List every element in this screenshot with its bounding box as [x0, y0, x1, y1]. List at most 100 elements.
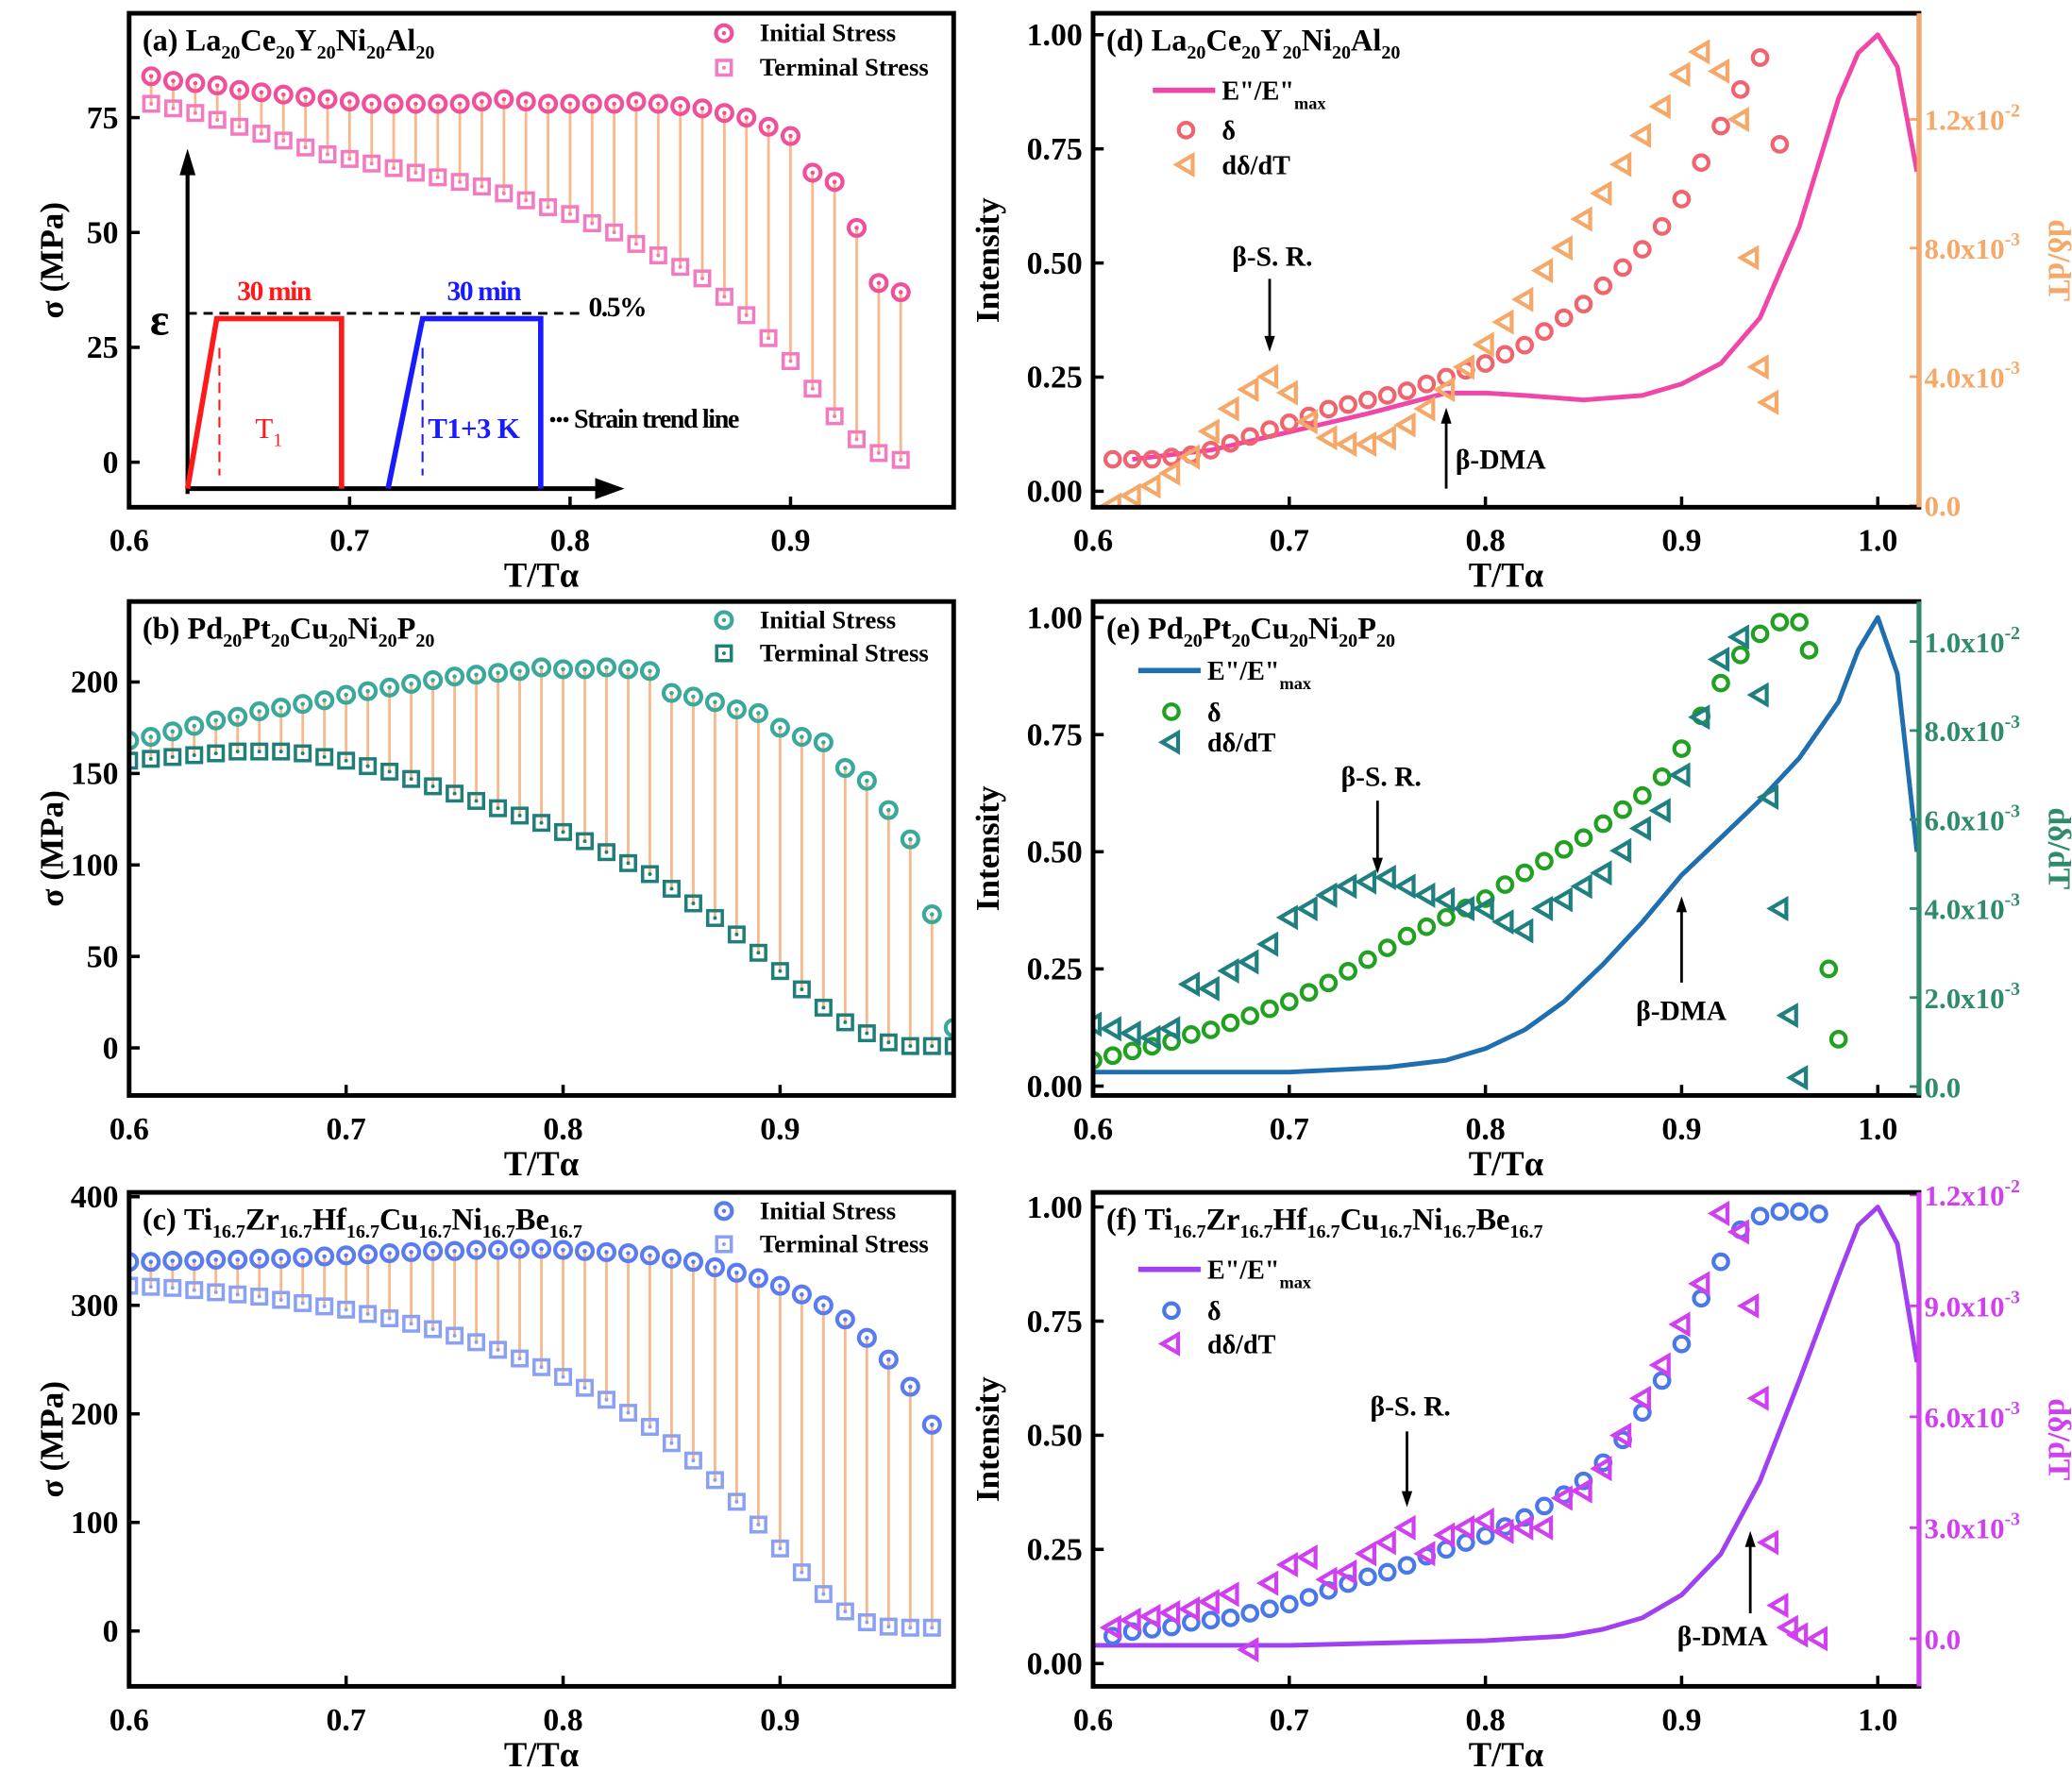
series-line	[1132, 32, 1919, 462]
point-dot-circle	[670, 95, 691, 116]
point-triangle	[1197, 418, 1220, 445]
legend-label: Terminal Stress	[760, 53, 929, 81]
right-tick-label: 3.0x10-3	[1925, 1509, 2021, 1545]
point-circle	[1122, 449, 1142, 469]
point-triangle	[1275, 379, 1298, 406]
point-dot-circle	[494, 89, 514, 110]
point-dot-square-center	[546, 205, 550, 210]
y-tick-label: 0.00	[1027, 1070, 1083, 1104]
point-triangle	[1177, 1596, 1201, 1623]
point-triangle	[1177, 444, 1201, 470]
point-dot-square	[274, 131, 293, 150]
right-tick-label: 8.0x10-3	[1925, 712, 2021, 748]
arrow-head	[179, 148, 196, 176]
point-dot-circle	[383, 93, 404, 114]
point-dot-square	[294, 1293, 312, 1312]
point-dot-circle-center	[800, 1291, 804, 1297]
point-dot-circle	[856, 770, 877, 791]
point-dot-square	[337, 751, 356, 770]
annotation-label: β-DMA	[1677, 1622, 1769, 1652]
point-dot-square-center	[539, 1365, 544, 1370]
point-circle	[1279, 992, 1299, 1012]
point-dot-square-center	[458, 179, 463, 184]
point-dot-circle	[661, 683, 682, 703]
point-circle	[1633, 785, 1652, 805]
point-dot-square	[495, 184, 514, 203]
y-tick-label: 0.75	[1027, 132, 1083, 167]
point-dot-circle-center	[778, 1283, 783, 1289]
point-dot-circle-center	[517, 1246, 522, 1252]
y-tick-label: 0	[103, 446, 119, 480]
point-dot-circle	[336, 684, 357, 705]
point-dot-circle-center	[539, 1246, 544, 1252]
y-axis-label: Intensity	[969, 785, 1006, 911]
point-dot-circle-center	[170, 729, 176, 734]
x-tick-label: 0.7	[327, 1703, 366, 1738]
point-dot-square-center	[474, 799, 479, 803]
point-dot-circle	[185, 73, 206, 93]
point-dot-circle-center	[843, 766, 848, 770]
point-dot-square-center	[810, 386, 815, 391]
x-tick-label: 0.8	[1466, 1112, 1506, 1147]
point-triangle	[1776, 1003, 1798, 1029]
point-triangle	[1737, 244, 1760, 271]
point-triangle	[1570, 873, 1592, 900]
arrow-head	[1401, 1491, 1413, 1508]
point-dot-circle	[537, 93, 559, 114]
point-dot-square	[296, 138, 315, 157]
plot-frame	[126, 1189, 956, 1689]
point-circle	[1613, 258, 1632, 278]
point-dot-square-center	[590, 221, 595, 226]
point-dot-circle-center	[633, 99, 639, 104]
point-dot-circle	[423, 669, 444, 691]
point-dot-circle-center	[821, 1303, 826, 1307]
point-circle	[1574, 828, 1593, 848]
point-dot-square	[618, 853, 637, 872]
point-dot-square-center	[634, 242, 638, 246]
point-dot-square-center	[430, 1327, 435, 1331]
point-dot-square-center	[148, 1285, 153, 1290]
point-dot-circle	[813, 1295, 834, 1316]
point-triangle	[1119, 1607, 1141, 1633]
point-dot-circle-center	[691, 694, 696, 700]
point-circle	[1633, 240, 1652, 259]
strain-schematic: ε 30 min 30 min 0.5% T1 T1+3 K Strain trend li…	[150, 148, 740, 499]
trend-line-dot	[549, 416, 556, 423]
point-triangle	[1786, 1065, 1809, 1091]
point-triangle	[1237, 377, 1259, 403]
point-dot-circle	[704, 692, 725, 713]
point-dot-circle	[552, 659, 574, 680]
point-dot-circle-center	[193, 80, 198, 86]
x-axis-label: T/Tα	[504, 1144, 580, 1183]
point-dot-circle	[295, 87, 316, 108]
panel-title: (a) La20Ce20Y20Ni20Al20	[143, 23, 435, 62]
point-triangle	[1354, 431, 1377, 458]
point-dot-circle	[682, 1252, 703, 1273]
point-dot-square	[429, 168, 447, 187]
y-tick-label: 0.50	[1027, 1419, 1083, 1454]
y-tick-label: 0.50	[1027, 835, 1083, 870]
point-dot-circle-center	[656, 101, 661, 107]
point-dot-circle-center	[214, 83, 220, 88]
point-dot-square	[683, 894, 702, 913]
point-triangle	[1590, 1456, 1612, 1482]
point-dot-square-center	[213, 1290, 218, 1294]
point-circle	[1240, 427, 1260, 447]
point-dot-circle-center	[496, 1247, 500, 1253]
point-circle	[1182, 1025, 1201, 1044]
point-dot-circle	[488, 1239, 509, 1260]
point-dot-square-center	[700, 276, 705, 280]
point-triangle	[1092, 1011, 1103, 1037]
point-dot-circle	[466, 1239, 487, 1260]
point-dot-square-center	[648, 1424, 652, 1429]
point-triangle	[1099, 1016, 1121, 1042]
point-dot-circle-center	[480, 99, 484, 104]
point-dot-circle	[596, 1241, 617, 1262]
plot-area	[1092, 613, 1919, 1091]
point-dot-circle	[141, 727, 161, 748]
point-dot-circle-center	[322, 1254, 327, 1259]
point-triangle	[1433, 886, 1456, 913]
point-dot-square	[922, 1618, 941, 1637]
point-dot-circle	[824, 172, 845, 193]
point-dot-circle	[488, 663, 509, 683]
